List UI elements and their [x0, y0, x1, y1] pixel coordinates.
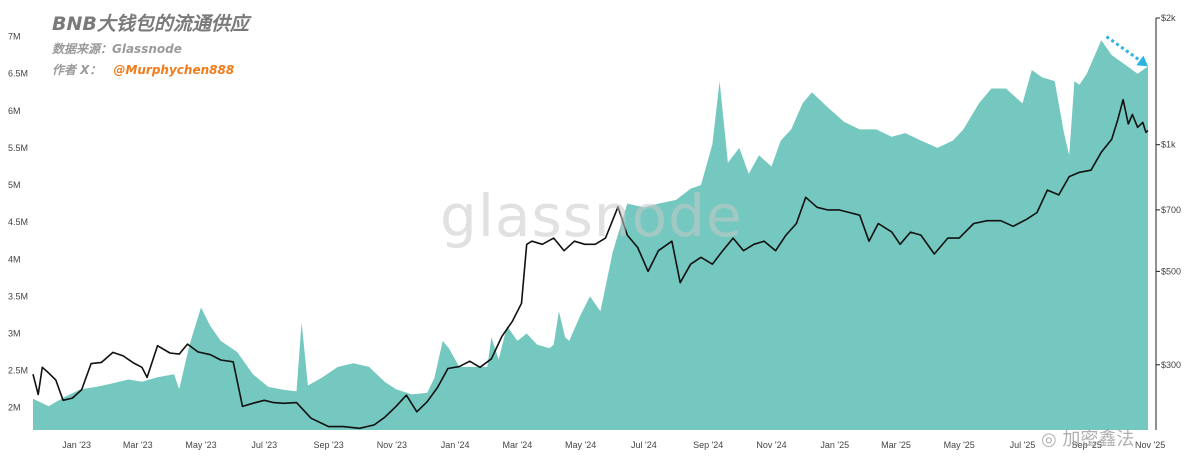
glassnode-watermark: glassnode	[440, 182, 743, 250]
left-tick-label: 3M	[8, 329, 21, 339]
right-tick-label: $2k	[1161, 13, 1176, 23]
x-tick-label: Nov '24	[756, 440, 786, 450]
x-tick-label: Jul '25	[1010, 440, 1036, 450]
corner-watermark: ◎ 加密鑫法	[1041, 429, 1135, 450]
x-tick-label: Jan '24	[441, 440, 470, 450]
left-tick-label: 4M	[8, 254, 21, 264]
x-tick-label: Jul '24	[631, 440, 657, 450]
data-source: 数据来源：Glassnode	[52, 42, 182, 56]
right-tick-label: $700	[1161, 205, 1181, 215]
x-tick-label: Jan '25	[820, 440, 849, 450]
trend-arrow-shaft	[1105, 35, 1141, 62]
author-handle: @Murphychen888	[113, 63, 235, 77]
annotation-layer	[1105, 35, 1148, 67]
left-tick-label: 7M	[8, 32, 21, 42]
supply-area-layer	[33, 40, 1148, 431]
x-tick-label: Nov '25	[1135, 440, 1165, 450]
left-y-axis: 2M 2.5M 3M 3.5M 4M 4.5M 5M 5.5M 6M 6.5M 7M	[8, 32, 28, 413]
right-y-axis: $300 $500 $700 $1k $2k	[1156, 13, 1181, 370]
x-tick-label: Nov '23	[377, 440, 407, 450]
left-tick-label: 3.5M	[8, 291, 28, 301]
left-tick-label: 2.5M	[8, 366, 28, 376]
left-tick-label: 5M	[8, 180, 21, 190]
x-tick-label: Mar '24	[503, 440, 533, 450]
chart-title: BNB大钱包的流通供应	[52, 13, 249, 35]
left-tick-label: 2M	[8, 403, 21, 413]
right-tick-label: $500	[1161, 266, 1181, 276]
x-tick-label: May '23	[185, 440, 216, 450]
trend-arrow-head	[1136, 55, 1148, 67]
author-label: 作者 X：	[52, 63, 102, 77]
x-tick-label: Sep '25	[1072, 440, 1102, 450]
x-tick-label: Sep '23	[313, 440, 343, 450]
x-tick-label: Jul '23	[251, 440, 277, 450]
x-tick-label: May '25	[944, 440, 975, 450]
x-tick-label: Sep '24	[693, 440, 723, 450]
price-line	[32, 98, 1149, 430]
price-line-layer	[32, 98, 1149, 430]
x-tick-label: Jan '23	[62, 440, 91, 450]
author-line: 作者 X： @Murphychen888	[52, 61, 234, 78]
left-tick-label: 6.5M	[8, 69, 28, 79]
right-tick-label: $300	[1161, 360, 1181, 370]
x-axis: Jan '23 Mar '23 May '23 Jul '23 Sep '23 Nov '…	[62, 440, 1165, 450]
left-tick-label: 4.5M	[8, 217, 28, 227]
supply-area	[33, 40, 1148, 431]
left-tick-label: 5.5M	[8, 143, 28, 153]
x-tick-label: Mar '23	[123, 440, 153, 450]
left-tick-label: 6M	[8, 106, 21, 116]
x-tick-label: May '24	[565, 440, 596, 450]
x-tick-label: Mar '25	[881, 440, 911, 450]
right-tick-label: $1k	[1161, 140, 1176, 150]
